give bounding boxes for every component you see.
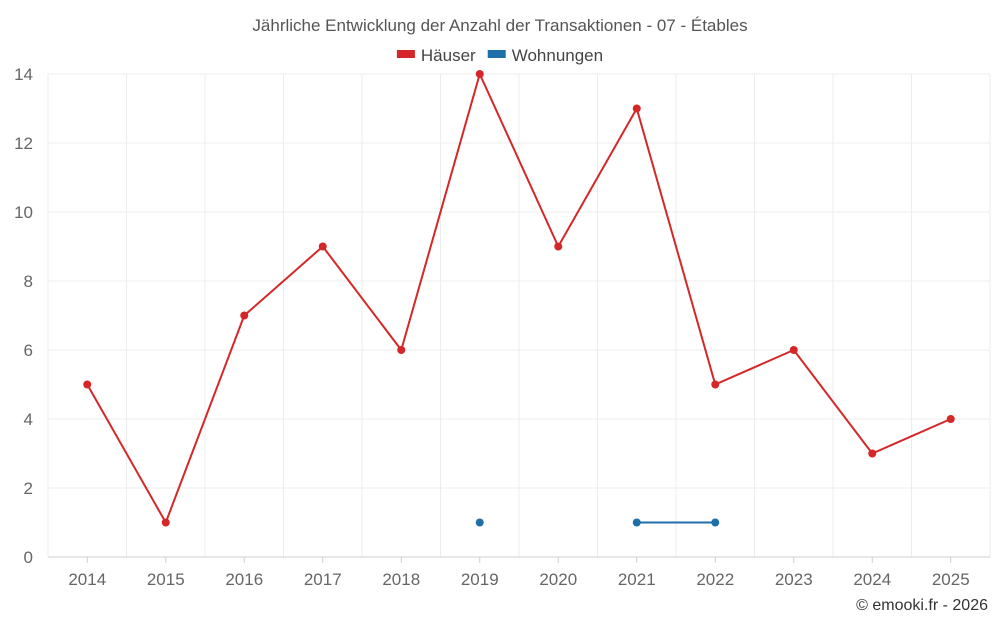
x-tick-label: 2016: [225, 570, 263, 589]
data-point[interactable]: [632, 104, 641, 113]
x-tick-label: 2021: [618, 570, 656, 589]
x-tick-label: 2022: [696, 570, 734, 589]
x-tick-label: 2025: [932, 570, 970, 589]
x-tick-label: 2020: [539, 570, 577, 589]
x-tick-label: 2017: [304, 570, 342, 589]
y-tick-label: 4: [24, 410, 33, 429]
x-tick-label: 2023: [775, 570, 813, 589]
x-tick-label: 2024: [853, 570, 891, 589]
data-point[interactable]: [475, 518, 484, 527]
data-point[interactable]: [397, 346, 406, 354]
data-point[interactable]: [318, 242, 327, 251]
x-tick-label: 2014: [68, 570, 106, 589]
data-point[interactable]: [711, 380, 720, 389]
x-tick-label: 2019: [461, 570, 499, 589]
data-point[interactable]: [632, 518, 641, 527]
legend-label[interactable]: Wohnungen: [512, 46, 603, 65]
data-point[interactable]: [475, 70, 484, 78]
data-point[interactable]: [554, 242, 563, 251]
y-tick-label: 6: [24, 341, 33, 360]
grid: [47, 73, 991, 557]
legend-swatch[interactable]: [396, 50, 415, 58]
series-line: [86, 73, 952, 524]
y-tick-label: 2: [24, 479, 33, 498]
data-point[interactable]: [240, 311, 249, 320]
data-point[interactable]: [789, 346, 798, 354]
x-tick-label: 2018: [382, 570, 420, 589]
credit-text: © emooki.fr - 2026: [856, 597, 988, 614]
axes: 0 2 4 6 8 10 12 14 2014 2015 2016 2017 2018 2019 2020 2…: [14, 65, 990, 589]
data-point[interactable]: [868, 449, 877, 458]
x-tick-label: 2015: [147, 570, 185, 589]
data-point[interactable]: [711, 518, 720, 527]
data-point[interactable]: [161, 518, 170, 527]
legend: Häuser Wohnungen: [396, 46, 603, 65]
y-tick-label: 8: [24, 272, 33, 291]
data-point[interactable]: [83, 380, 92, 389]
legend-label[interactable]: Häuser: [421, 46, 476, 65]
plot-area: [83, 70, 955, 527]
legend-swatch[interactable]: [487, 50, 506, 58]
y-tick-label: 14: [14, 65, 33, 84]
y-tick-label: 0: [24, 548, 33, 567]
data-point[interactable]: [946, 415, 955, 423]
y-tick-label: 10: [14, 203, 33, 222]
chart-title: Jährliche Entwicklung der Anzahl der Tra…: [252, 16, 747, 35]
y-tick-label: 12: [14, 134, 33, 153]
